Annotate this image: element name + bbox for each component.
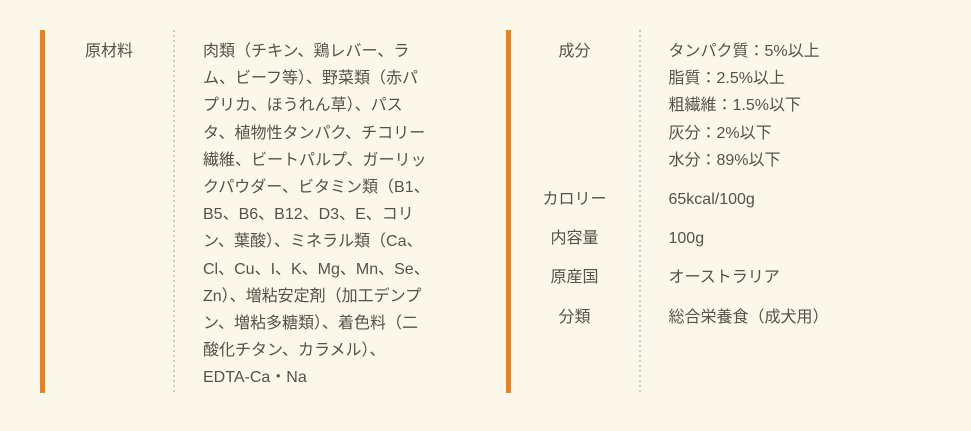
composition-label: 成分 bbox=[558, 43, 591, 60]
calories-label: カロリー bbox=[542, 190, 607, 208]
calories-value: 65kcal/100g bbox=[668, 190, 755, 208]
content-volume-value: 100g bbox=[668, 230, 705, 248]
ingredients-spec-table: 原材料 肉類（チキン、鶏レバー、ラ ム、ビーフ等）、野菜類（赤パ プリカ、ほうれ… bbox=[40, 30, 466, 394]
spec-row-composition: 成分 タンパク質：5%以上 脂質：2.5%以上 粗繊維：1.5%以下 灰分：2%… bbox=[511, 38, 932, 174]
spec-row-classification: 分類 総合栄養食（成犬用） bbox=[511, 304, 932, 331]
origin-country-label: 原産国 bbox=[550, 269, 599, 287]
ingredients-value: 肉類（チキン、鶏レバー、ラ ム、ビーフ等）、野菜類（赤パ プリカ、ほうれん草）、… bbox=[203, 43, 430, 387]
content-volume-label: 内容量 bbox=[550, 230, 599, 248]
origin-country-value: オーストラリア bbox=[668, 269, 780, 287]
classification-label: 分類 bbox=[558, 308, 591, 326]
spec-row-ingredients: 原材料 肉類（チキン、鶏レバー、ラ ム、ビーフ等）、野菜類（赤パ プリカ、ほうれ… bbox=[45, 38, 466, 391]
dotted-column-divider bbox=[638, 30, 641, 394]
nutrition-spec-table: 成分 タンパク質：5%以上 脂質：2.5%以上 粗繊維：1.5%以下 灰分：2%… bbox=[505, 30, 932, 394]
classification-value: 総合栄養食（成犬用） bbox=[668, 308, 829, 326]
spec-row-content-volume: 内容量 100g bbox=[511, 225, 932, 252]
composition-value: タンパク質：5%以上 脂質：2.5%以上 粗繊維：1.5%以下 灰分：2%以下 … bbox=[668, 43, 820, 169]
dotted-column-divider bbox=[173, 30, 175, 394]
spec-row-calories: カロリー 65kcal/100g bbox=[511, 186, 932, 213]
product-spec-tables: 原材料 肉類（チキン、鶏レバー、ラ ム、ビーフ等）、野菜類（赤パ プリカ、ほうれ… bbox=[40, 30, 932, 394]
ingredients-label: 原材料 bbox=[84, 43, 133, 60]
spec-row-origin-country: 原産国 オーストラリア bbox=[511, 264, 932, 291]
